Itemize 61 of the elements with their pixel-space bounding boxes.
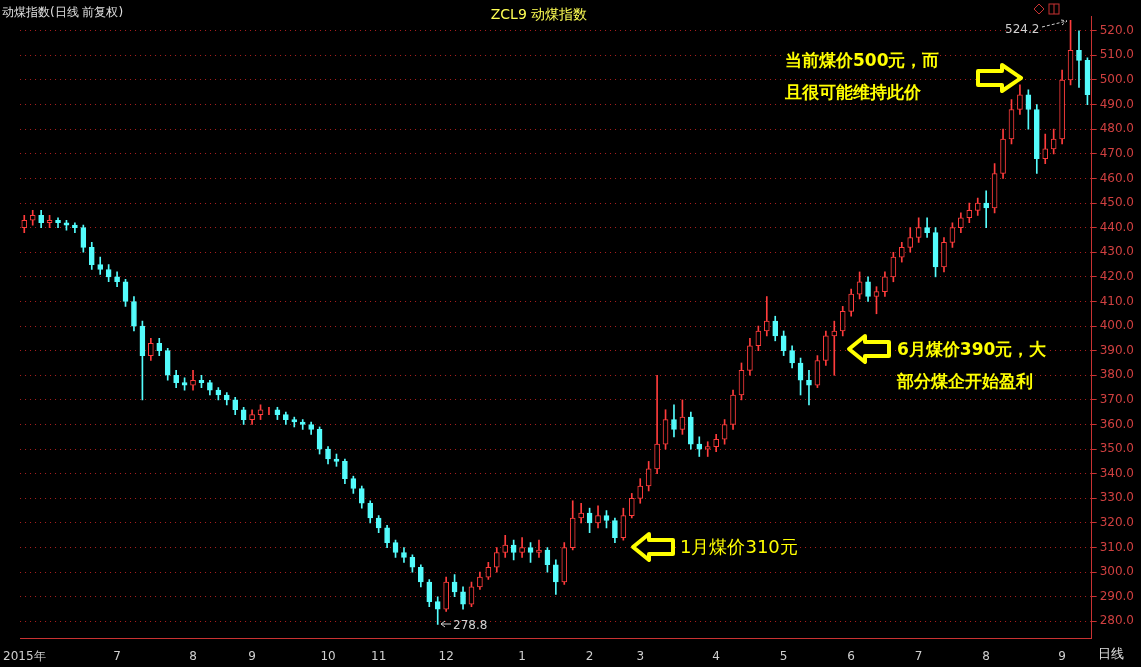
x-tick-label: 6: [847, 648, 855, 663]
candlestick: [536, 539, 542, 558]
candlestick: [654, 374, 660, 475]
x-tick-label: 5: [779, 648, 788, 663]
annotation: 524.2: [1005, 22, 1040, 36]
x-tick-label: 4: [712, 648, 720, 663]
candlestick: [696, 436, 703, 457]
y-tick-label: 340.0: [1099, 465, 1135, 480]
y-tick-label: 410.0: [1099, 293, 1135, 308]
y-tick-label: 510.0: [1099, 47, 1135, 62]
candlestick: [763, 296, 770, 337]
candlestick: [831, 320, 838, 376]
x-tick-label: 7: [914, 648, 923, 663]
y-tick-label: 520.0: [1099, 22, 1135, 37]
y-tick-label: 300.0: [1099, 564, 1135, 579]
x-tick-label: 8: [982, 648, 990, 663]
x-tick-label: 7: [113, 648, 121, 663]
x-tick-label: 11: [371, 648, 387, 663]
y-tick-label: 360.0: [1099, 416, 1135, 431]
candlestick: [983, 190, 989, 228]
annotation: 1月煤价310元: [680, 536, 798, 557]
x-tick-label: 10: [320, 648, 336, 663]
x-tick-label: 2015年: [3, 648, 46, 663]
y-tick-label: 440.0: [1099, 219, 1135, 234]
annotation: 6月煤价390元，大部分煤企开始盈利: [897, 339, 1047, 391]
x-tick-label: 9: [248, 648, 256, 663]
x-tick-label: 8: [189, 648, 197, 663]
y-tick-label: 310.0: [1099, 539, 1135, 554]
y-tick-label: 280.0: [1099, 613, 1135, 628]
x-tick-label: 9: [1058, 648, 1066, 663]
x-tick-label: 1: [518, 648, 526, 663]
y-tick-label: 330.0: [1099, 490, 1135, 505]
chart-subtitle: 动煤指数(日线 前复权): [2, 4, 124, 21]
candlestick: [299, 419, 306, 430]
candlestick: [806, 370, 812, 406]
annotation: 278.8: [453, 618, 488, 632]
candlestick: [72, 222, 78, 233]
candlestick: [55, 217, 61, 228]
y-tick-label: 500.0: [1099, 72, 1135, 87]
candlestick: [1076, 30, 1082, 88]
y-tick-label: 380.0: [1099, 367, 1135, 382]
y-tick-label: 480.0: [1099, 121, 1135, 136]
y-tick-label: 420.0: [1099, 268, 1135, 283]
y-tick-label: 450.0: [1099, 195, 1135, 210]
x-tick-label: 2: [585, 648, 594, 663]
y-tick-label: 390.0: [1099, 342, 1135, 357]
y-tick-label: 350.0: [1099, 441, 1135, 456]
x-tick-label: 12: [438, 648, 454, 663]
y-tick-label: 490.0: [1099, 96, 1135, 111]
y-tick-label: 290.0: [1099, 588, 1135, 603]
y-tick-label: 460.0: [1099, 170, 1135, 185]
chart-title: ZCL9 动煤指数: [490, 6, 588, 22]
candlestick: [704, 441, 711, 457]
y-tick-label: 370.0: [1099, 392, 1135, 407]
y-tick-label: 400.0: [1099, 318, 1135, 333]
annotation: 当前煤价500元，而且很可能维持此价: [785, 50, 940, 102]
y-tick-label: 470.0: [1099, 145, 1135, 160]
y-tick-label: 430.0: [1099, 244, 1135, 259]
y-tick-label: 320.0: [1099, 515, 1135, 530]
text: 日线: [1098, 645, 1124, 663]
x-tick-label: 3: [636, 648, 645, 663]
